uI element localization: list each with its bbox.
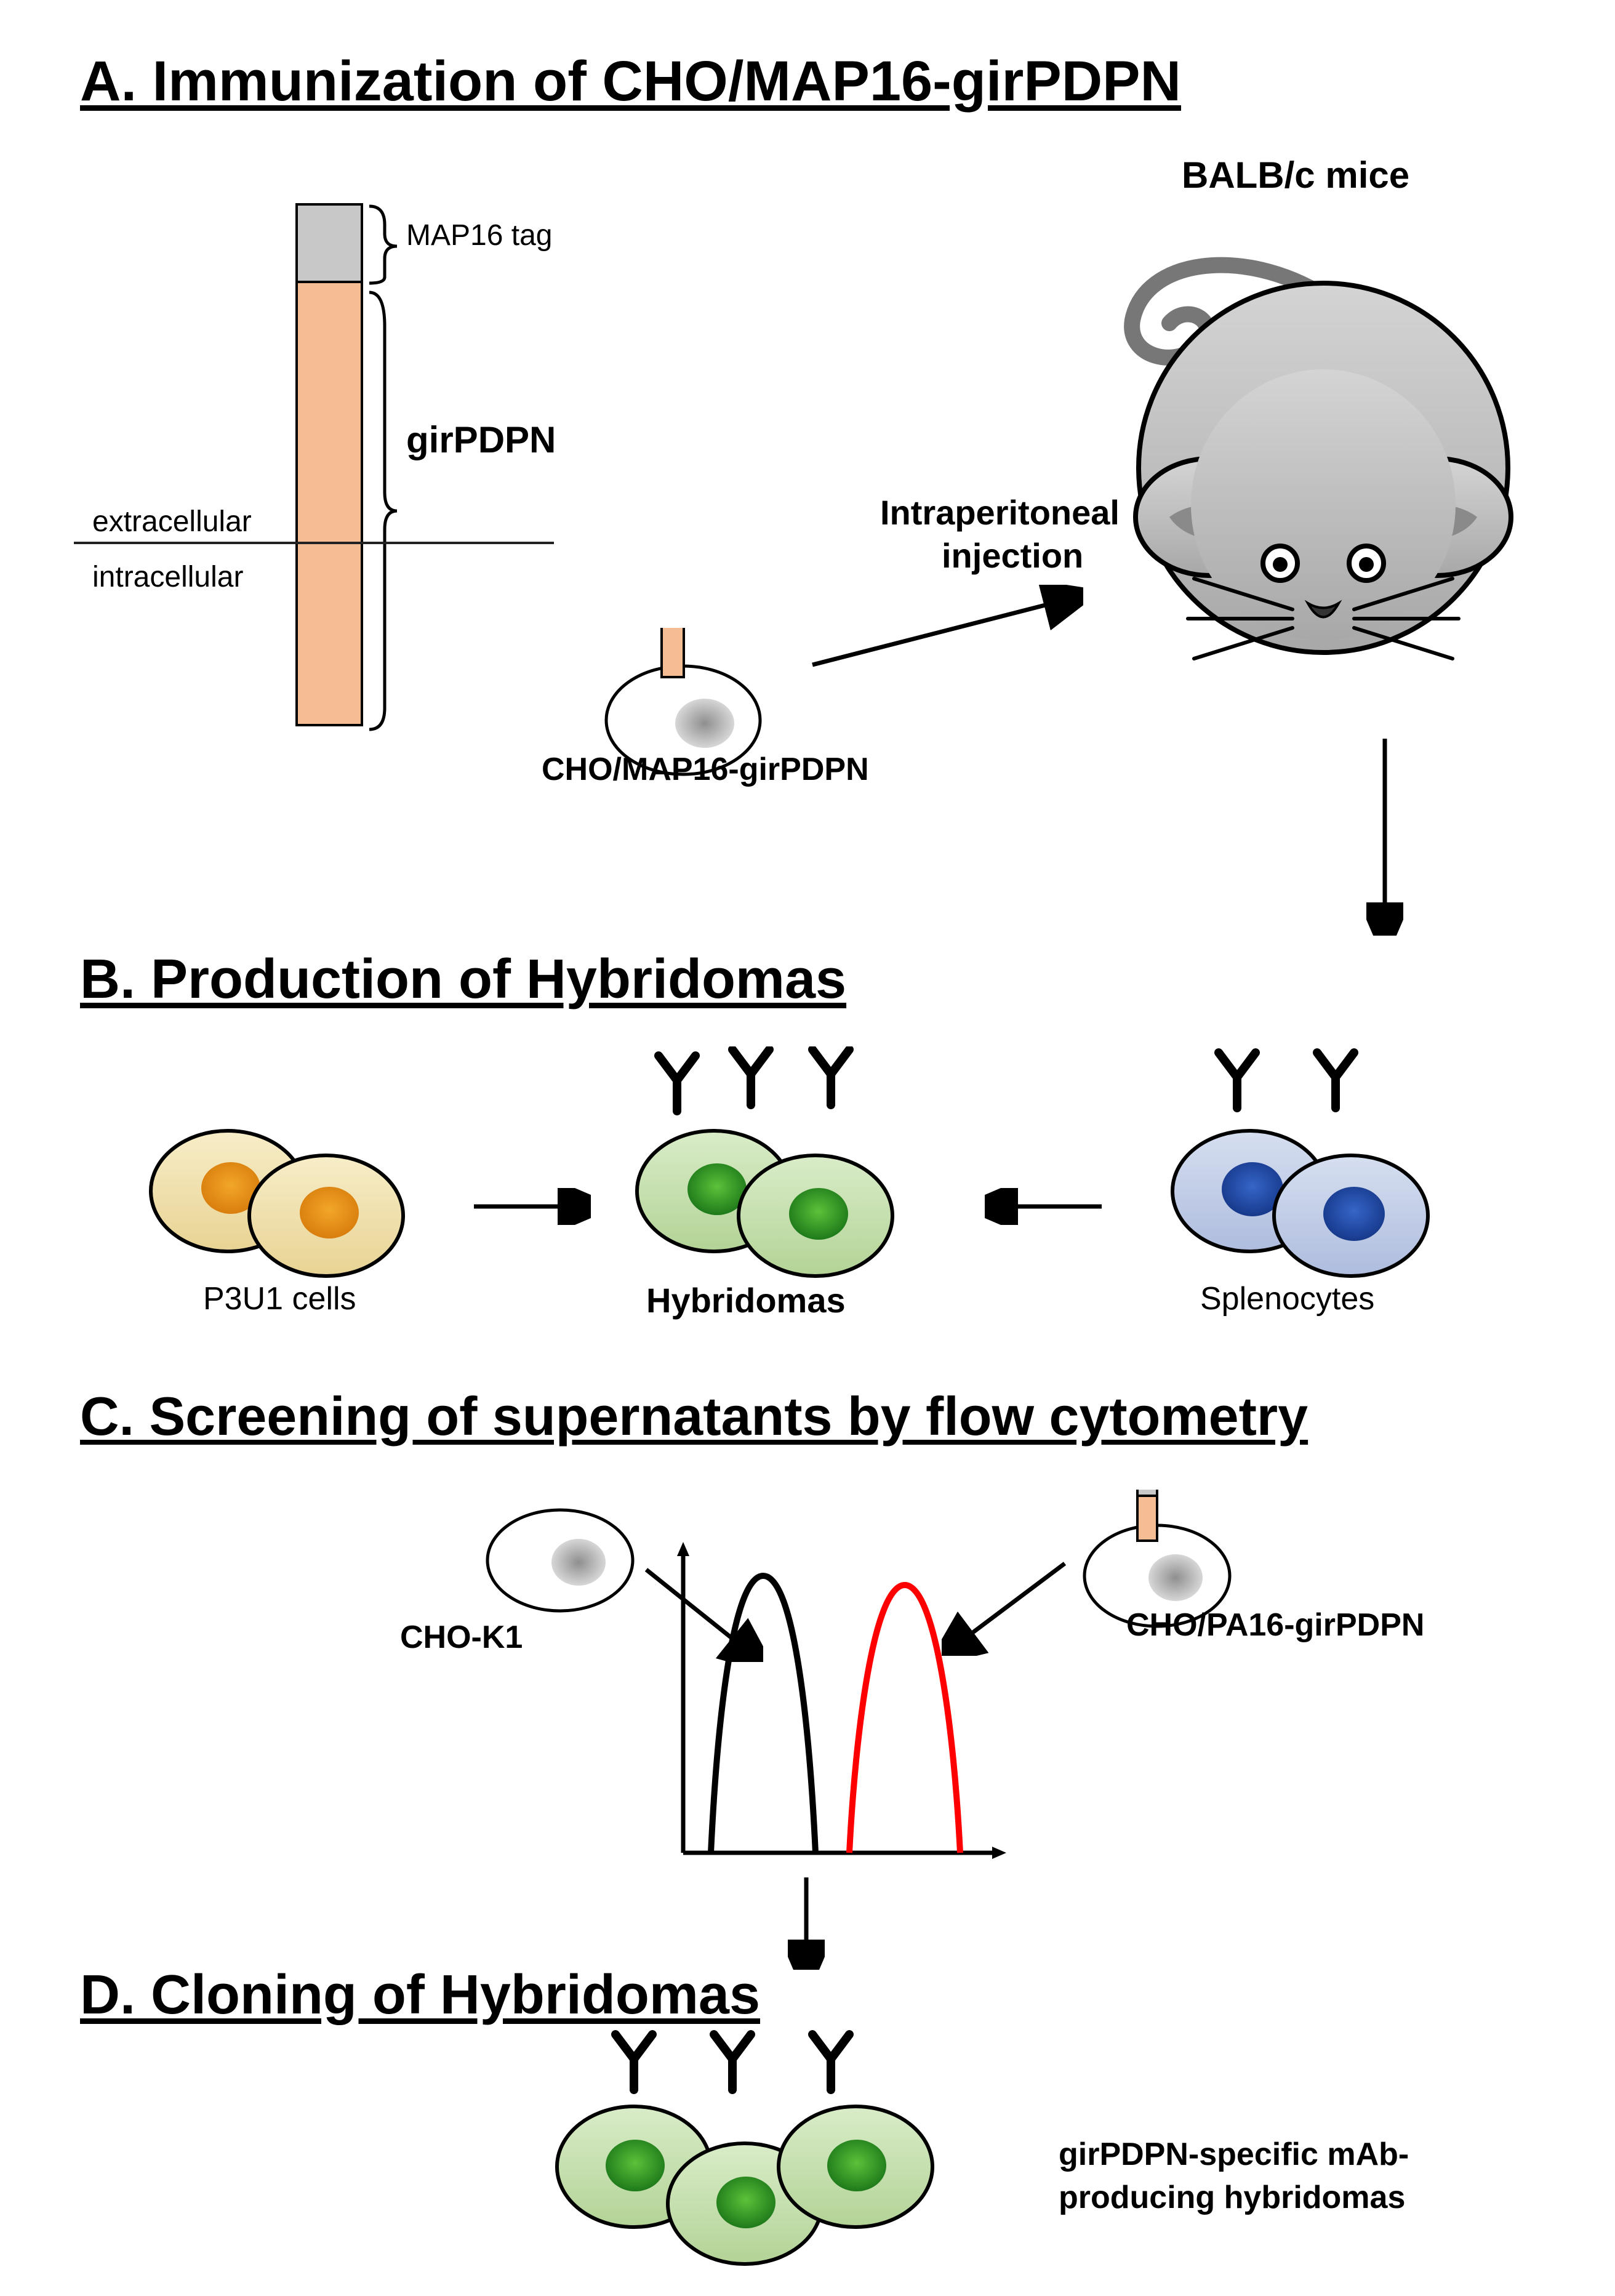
arrow-left-icon [985,1188,1108,1225]
protein-construct-diagram [295,203,363,726]
arrow-down-icon [1366,739,1403,936]
splenocytes-label: Splenocytes [1200,1280,1374,1317]
chopa-label: CHO/PA16-girPDPN [1126,1607,1424,1644]
clone-label-line2: producing hybridomas [1059,2179,1405,2216]
extracellular-label: extracellular [92,505,252,539]
map16-tag-label: MAP16 tag [406,219,552,252]
section-b-title: B. Production of Hybridomas [80,948,846,1011]
chok1-cell-icon [480,1502,640,1619]
girpdpn-block [295,283,363,726]
injection-label-line2: injection [942,536,1083,576]
arrow-down-icon [788,1877,825,1970]
mouse-label: BALB/c mice [1182,154,1409,196]
hybridomas-icon [603,1046,923,1293]
mouse-icon [1096,209,1551,702]
flow-cytometry-chart [646,1539,1016,1871]
map16-tag-block [295,203,363,283]
girpdpn-label: girPDPN [406,419,556,461]
p3u1-label: P3U1 cells [203,1280,356,1317]
clone-label-line1: girPDPN-specific mAb- [1059,2136,1409,2173]
cho-cell-label: CHO/MAP16-girPDPN [542,751,869,788]
section-a-title: A. Immunization of CHO/MAP16-girPDPN [80,49,1181,114]
splenocytes-icon [1139,1046,1459,1293]
arrow-right-icon [468,1188,591,1225]
hybridomas-label: Hybridomas [646,1280,846,1320]
arrow-icon [806,585,1083,696]
brace-icon [369,203,406,733]
section-c-title: C. Screening of supernatants by flow cyt… [80,1385,1308,1448]
injection-label-line1: Intraperitoneal [880,492,1120,532]
membrane-line [74,542,554,544]
chok1-label: CHO-K1 [400,1619,523,1656]
intracellular-label: intracellular [92,560,243,594]
cloned-hybridomas-icon [529,2025,960,2271]
section-d-title: D. Cloning of Hybridomas [80,1964,760,2027]
p3u1-cells-icon [142,1120,425,1280]
